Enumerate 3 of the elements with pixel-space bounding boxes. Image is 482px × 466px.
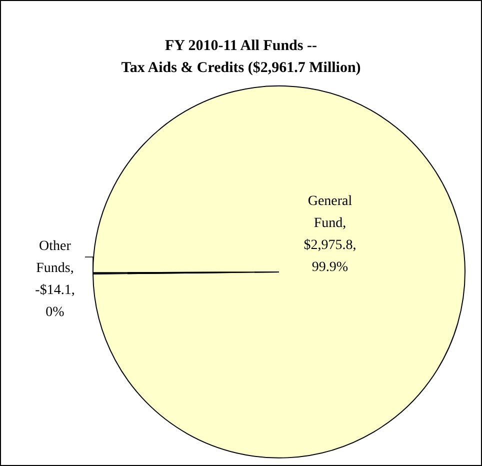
slice-label: Other Funds, -$14.1, 0% [35, 239, 75, 320]
chart-title: FY 2010-11 All Funds -- Tax Aids & Credits ($2,961.7 Million) [121, 38, 361, 76]
slice-label: General Fund, $2,975.8, 99.9% [304, 194, 356, 275]
